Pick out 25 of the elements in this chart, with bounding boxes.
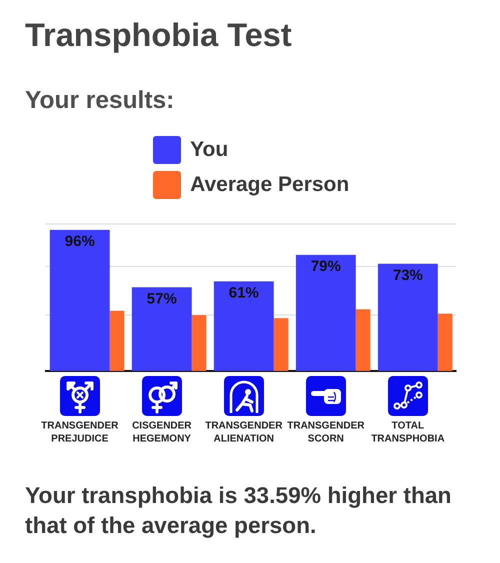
bar (438, 314, 452, 371)
data-label: 61% (228, 284, 259, 302)
chart-subtitle: Your results: (25, 86, 174, 116)
bar (192, 315, 206, 371)
data-label: 57% (146, 290, 177, 308)
bar (296, 254, 356, 371)
x-tick-label: TRANSGENDER ALIENATION (205, 420, 284, 444)
bar (132, 287, 192, 371)
bar (356, 309, 370, 371)
bar (378, 264, 438, 371)
bar (50, 230, 110, 371)
data-label: 73% (392, 266, 423, 284)
legend-label: Average Person (190, 172, 350, 198)
bar (110, 310, 124, 371)
data-label: 79% (310, 258, 341, 276)
bar (214, 281, 274, 371)
chart-title: Transphobia Test (25, 16, 292, 55)
data-label: 96% (64, 233, 95, 250)
x-tick-label: TRANSGENDER SCORN (287, 420, 366, 444)
x-tick-label: TOTAL TRANSPHOBIA (371, 420, 445, 444)
bar (274, 318, 288, 371)
text: Your transphobia is 33.59% higher than that of the average person. (25, 481, 452, 540)
x-tick-label: CISGENDER HEGEMONY (132, 420, 192, 444)
x-tick-label: TRANSGENDER PREJUDICE (41, 420, 120, 444)
legend-label: You (190, 137, 228, 163)
